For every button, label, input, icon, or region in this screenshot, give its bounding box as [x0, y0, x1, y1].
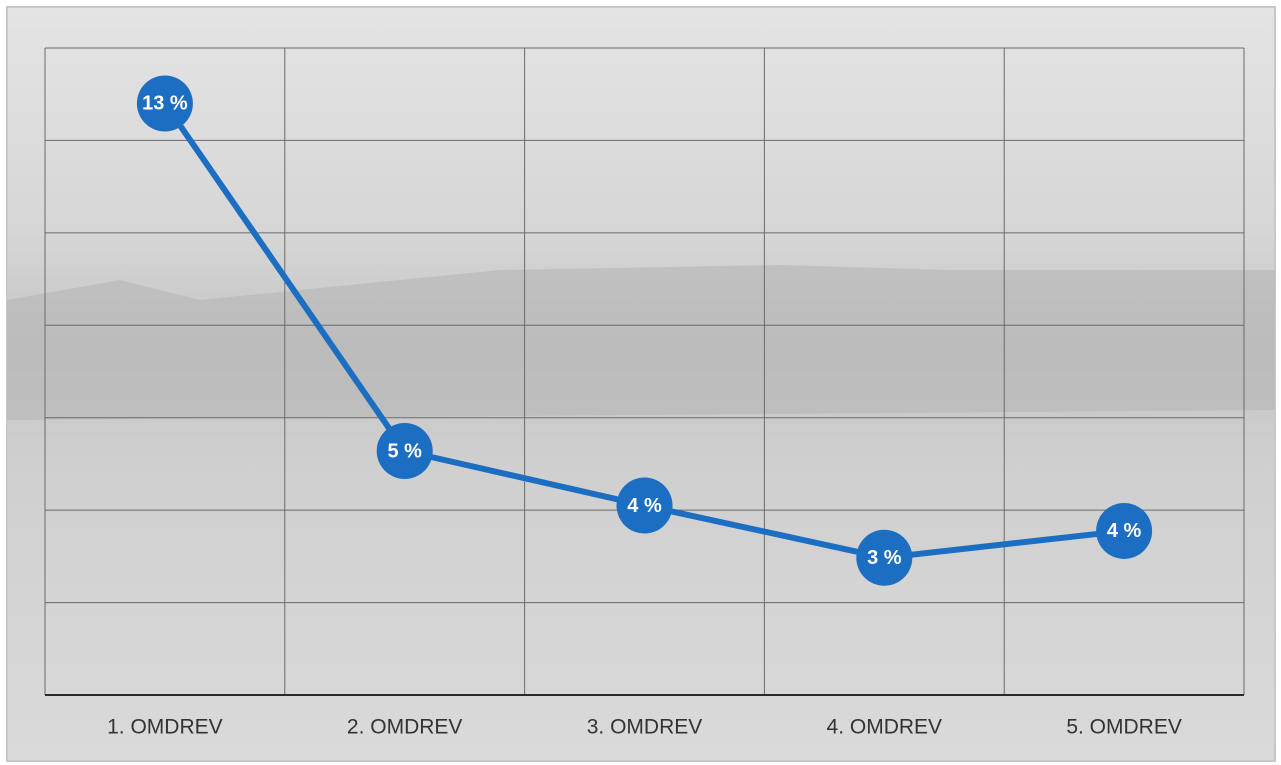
point [376, 422, 433, 479]
x-tick-label: 1. OMDREV [107, 716, 223, 739]
photo-ruins [7, 265, 1275, 420]
data-label: 4 % [1107, 520, 1142, 542]
data-label: 13 % [142, 93, 188, 115]
x-tick-label: 4. OMDREV [827, 716, 943, 739]
point [136, 75, 193, 132]
data-label: 4 % [627, 495, 662, 517]
grid [44, 47, 1245, 696]
data-label: 5 % [387, 440, 422, 462]
data-label: 3 % [867, 547, 902, 569]
x-tick-label: 3. OMDREV [587, 716, 703, 739]
x-tick-label: 5. OMDREV [1066, 716, 1182, 739]
marks: 1. OMDREV 2. OMDREV 3. OMDREV 4. OMDREV 5. O… [107, 75, 1182, 739]
point [616, 477, 673, 534]
x-tick-label: 2. OMDREV [347, 716, 463, 739]
point [1096, 502, 1153, 559]
point [856, 529, 913, 586]
